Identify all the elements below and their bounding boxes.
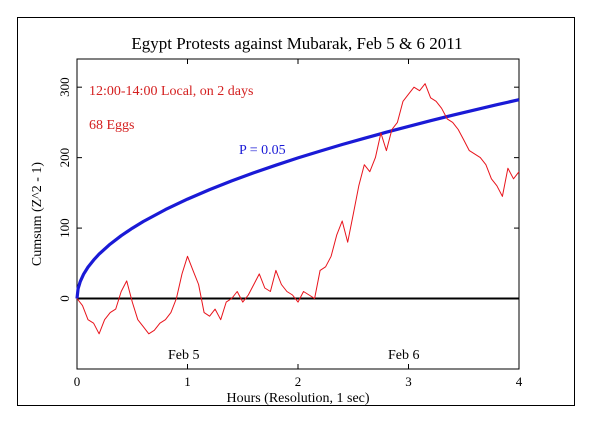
day-label-feb6: Feb 6	[388, 348, 420, 363]
cumsum-line	[76, 83, 520, 335]
y-tick-label: 300	[57, 77, 72, 97]
x-axis-label: Hours (Resolution, 1 sec)	[226, 391, 369, 406]
annotation-egg-count: 68 Eggs	[89, 118, 135, 133]
y-tick-label: 0	[57, 295, 72, 302]
x-tick-label: 2	[295, 374, 302, 389]
chart-title: Egypt Protests against Mubarak, Feb 5 & …	[131, 34, 462, 53]
p-005-curve	[75, 98, 520, 299]
y-tick-label: 200	[57, 148, 72, 168]
x-tick-label: 0	[74, 374, 81, 389]
chart-frame: Egypt Protests against Mubarak, Feb 5 & …	[17, 17, 575, 406]
plot-area	[76, 58, 520, 370]
y-tick-label: 100	[57, 218, 72, 238]
axis-ticks: 0 1 2 3 4 0 100 200 300	[57, 59, 523, 389]
p-value-label: P = 0.05	[239, 143, 286, 158]
cumsum-chart: Egypt Protests against Mubarak, Feb 5 & …	[30, 34, 523, 406]
annotation-time-window: 12:00-14:00 Local, on 2 days	[89, 84, 253, 99]
day-label-feb5: Feb 5	[168, 348, 200, 363]
x-tick-label: 4	[516, 374, 523, 389]
x-tick-label: 1	[184, 374, 191, 389]
x-tick-label: 3	[405, 374, 412, 389]
y-axis-label: Cumsum (Z^2 - 1)	[30, 162, 45, 267]
